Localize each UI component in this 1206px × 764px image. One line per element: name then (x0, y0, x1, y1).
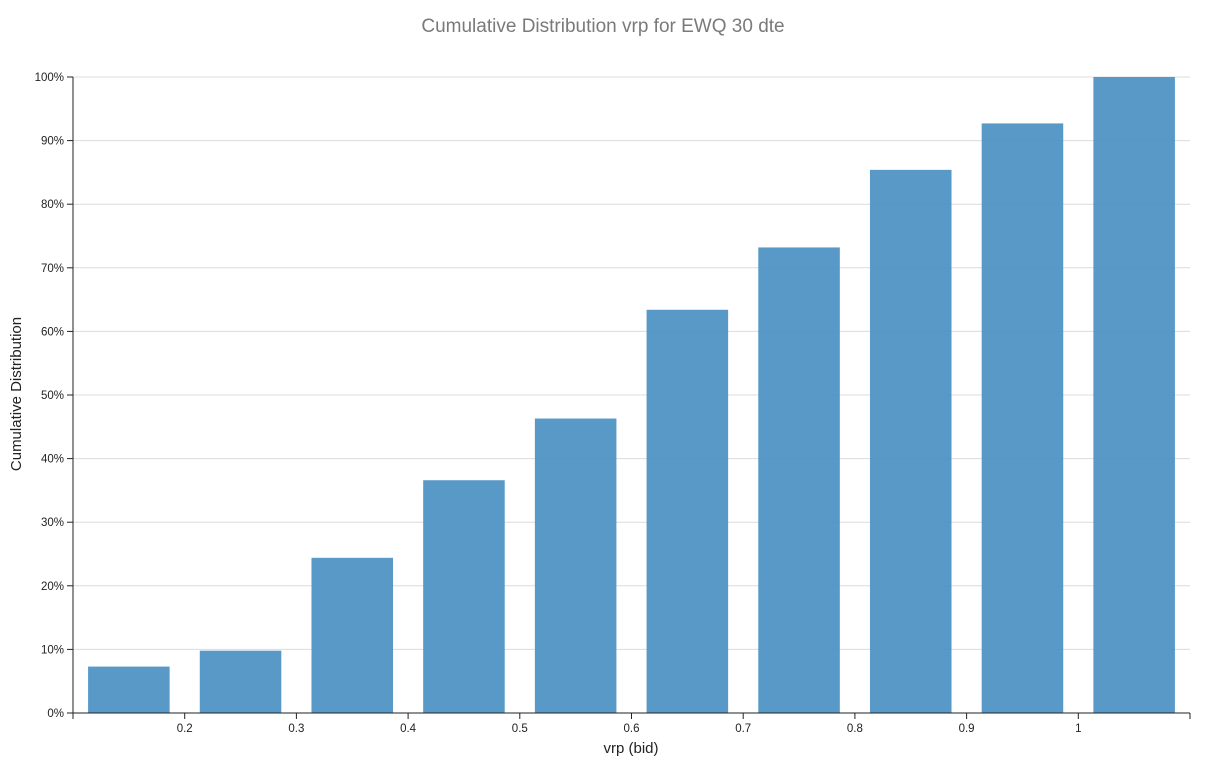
x-tick-label: 0.5 (512, 723, 528, 735)
chart-title: Cumulative Distribution vrp for EWQ 30 d… (421, 16, 784, 37)
x-tick-label: 0.7 (735, 723, 751, 735)
y-tick-label: 0% (47, 708, 64, 720)
x-tick-label: 0.9 (959, 723, 975, 735)
y-tick-label: 70% (41, 263, 64, 275)
bar[interactable] (758, 247, 840, 713)
bar[interactable] (311, 557, 394, 713)
x-tick-label: 0.4 (400, 723, 417, 735)
y-tick-label: 90% (41, 136, 64, 148)
bar-layer (88, 77, 1175, 714)
y-tick-label: 30% (41, 517, 64, 529)
bar[interactable] (869, 169, 952, 713)
y-tick-label: 20% (41, 581, 64, 593)
y-tick-label: 60% (41, 326, 64, 338)
x-axis-label: vrp (bid) (603, 740, 658, 757)
tick-layer: 0% 10% 20% 30% 40% 50% 60% 70% 80% 90% 100% 0.2 0.3 0… (35, 72, 1191, 735)
x-tick-label: 0.6 (624, 723, 640, 735)
x-tick-label: 0.8 (847, 723, 863, 735)
y-tick-label: 50% (41, 390, 64, 402)
bar[interactable] (534, 418, 617, 713)
y-axis-label: Cumulative Distribution (8, 317, 25, 471)
bar[interactable] (981, 123, 1064, 714)
bar[interactable] (88, 666, 170, 713)
x-tick-label: 1 (1075, 723, 1081, 735)
y-tick-label: 80% (41, 199, 64, 211)
bar[interactable] (1093, 77, 1175, 713)
bar[interactable] (199, 650, 282, 713)
bar[interactable] (423, 480, 505, 713)
y-tick-label: 100% (35, 72, 64, 84)
bar[interactable] (646, 309, 729, 713)
x-tick-label: 0.3 (288, 723, 304, 735)
y-tick-label: 10% (41, 644, 64, 656)
y-tick-label: 40% (41, 454, 64, 466)
x-tick-label: 0.2 (177, 723, 193, 735)
